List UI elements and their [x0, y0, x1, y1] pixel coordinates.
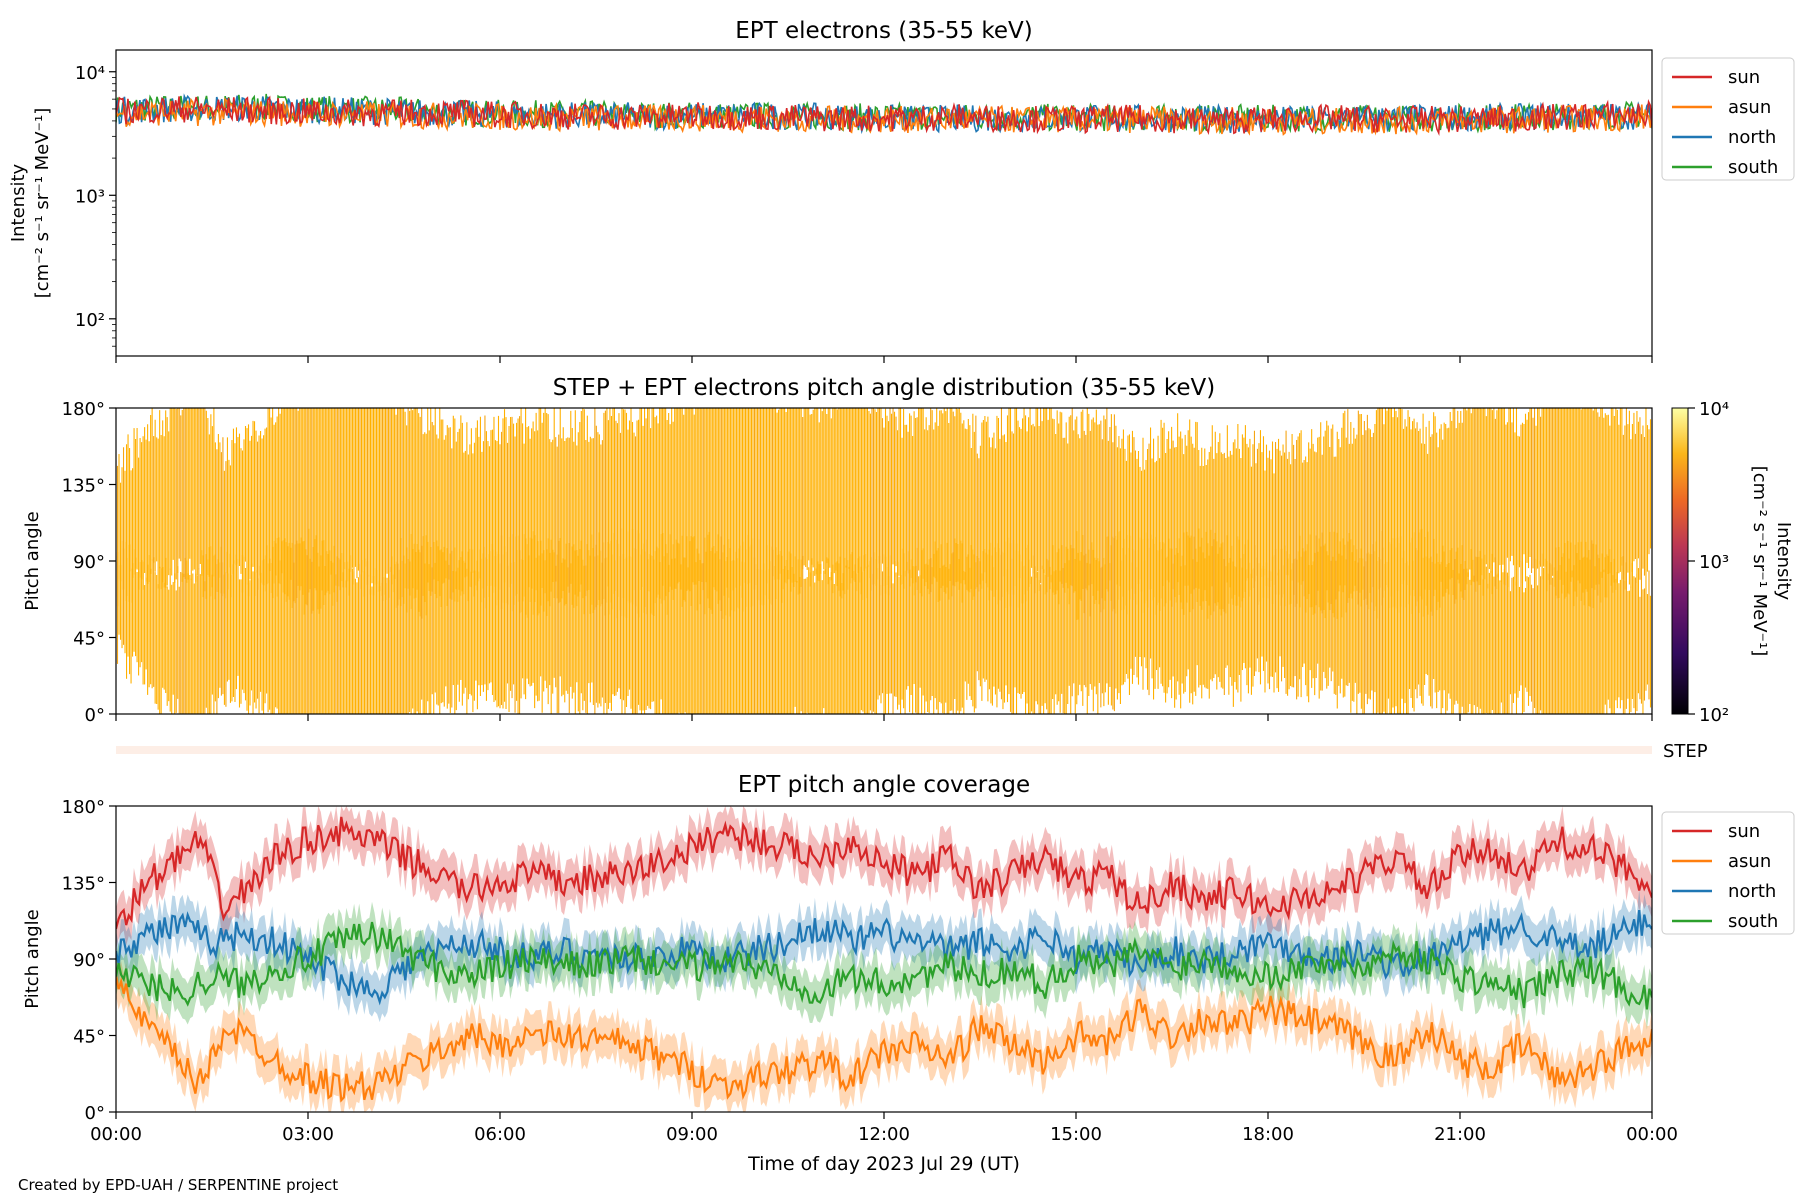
coverage-xtick-label-4: 12:00: [858, 1124, 910, 1145]
coverage-axes-frame: [115, 805, 1653, 1113]
intensity-ytick-label-1: 10³: [75, 186, 105, 207]
coverage-ytick-label-4: 180°: [62, 797, 105, 818]
step-strip: [116, 746, 1652, 754]
pad-title: STEP + EPT electrons pitch angle distrib…: [553, 375, 1215, 401]
intensity-legend-label-sun: sun: [1728, 67, 1760, 88]
coverage-legend-label-asun: asun: [1728, 851, 1771, 872]
coverage-ylabel: Pitch angle: [22, 909, 43, 1008]
intensity-legend-label-asun: asun: [1728, 97, 1771, 118]
coverage-ytick-label-2: 90°: [73, 950, 105, 971]
coverage-band-sun: [116, 806, 1652, 950]
pad-x-ticks: [115, 714, 1653, 721]
coverage-xtick-label-8: 00:00: [1626, 1124, 1678, 1145]
intensity-series-group: [116, 93, 1652, 137]
coverage-xtick-label-3: 09:00: [666, 1124, 718, 1145]
colorbar-tick-label-0: 10²: [1699, 705, 1729, 726]
intensity-title: EPT electrons (35-55 keV): [735, 18, 1032, 44]
credit-footer: Created by EPD-UAH / SERPENTINE project: [18, 1176, 339, 1194]
step-label: STEP: [1663, 741, 1708, 762]
coverage-xtick-label-2: 06:00: [474, 1124, 526, 1145]
coverage-x-ticks: 00:00 03:00 06:00 09:00 12:00 15:00 18:00 21:00…: [90, 1112, 1678, 1145]
intensity-legend: sun asun north south: [1661, 57, 1795, 181]
intensity-y-ticks: 10² 10³ 10⁴: [75, 63, 116, 347]
coverage-title: EPT pitch angle coverage: [738, 772, 1030, 798]
colorbar-ticks: 10² 10³ 10⁴: [1688, 399, 1729, 726]
coverage-xtick-label-1: 03:00: [282, 1124, 334, 1145]
pad-heatmap: [116, 408, 1652, 714]
intensity-legend-label-north: north: [1728, 127, 1776, 148]
coverage-y-ticks: 0° 45° 90° 135° 180°: [62, 797, 116, 1124]
pad-ylabel: Pitch angle: [22, 511, 43, 610]
pad-y-ticks: 0° 45° 90° 135° 180°: [62, 399, 116, 726]
pad-ytick-label-0: 0°: [85, 705, 105, 726]
intensity-ylabel-line1: Intensity: [8, 163, 29, 242]
coverage-xtick-label-6: 18:00: [1242, 1124, 1294, 1145]
intensity-panel: EPT electrons (35-55 keV) Intensity [cm⁻…: [8, 18, 1795, 363]
intensity-ylabel-line2: [cm⁻² s⁻¹ sr⁻¹ MeV⁻¹]: [32, 108, 53, 299]
intensity-axes-frame: [115, 49, 1653, 357]
coverage-band-asun: [116, 955, 1652, 1112]
coverage-xtick-label-7: 21:00: [1434, 1124, 1486, 1145]
colorbar-label-line1: Intensity: [1773, 522, 1794, 601]
coverage-legend-frame: [1661, 811, 1795, 935]
colorbar-tick-label-1: 10³: [1699, 552, 1729, 573]
pad-panel: STEP + EPT electrons pitch angle distrib…: [22, 375, 1794, 762]
coverage-legend: sun asun north south: [1661, 811, 1795, 935]
coverage-line-south: [116, 921, 1652, 1010]
pad-ytick-label-1: 45°: [73, 629, 105, 650]
coverage-panel: EPT pitch angle coverage Pitch angle 0° 4…: [22, 772, 1795, 1175]
coverage-ytick-label-0: 0°: [85, 1103, 105, 1124]
coverage-line-north: [116, 909, 1652, 1006]
coverage-band-north: [116, 889, 1652, 1023]
colorbar: [1671, 407, 1689, 715]
intensity-legend-label-south: south: [1728, 157, 1778, 178]
coverage-ytick-label-3: 135°: [62, 874, 105, 895]
intensity-ytick-label-0: 10²: [75, 310, 105, 331]
coverage-xtick-label-5: 15:00: [1050, 1124, 1102, 1145]
pad-ytick-label-4: 180°: [62, 399, 105, 420]
intensity-legend-frame: [1661, 57, 1795, 181]
coverage-legend-label-north: north: [1728, 881, 1776, 902]
pad-ytick-label-2: 90°: [73, 552, 105, 573]
coverage-line-sun: [116, 816, 1652, 930]
coverage-legend-label-south: south: [1728, 911, 1778, 932]
intensity-x-ticks: [115, 356, 1653, 363]
coverage-series-group: [116, 816, 1652, 1103]
intensity-ytick-label-2: 10⁴: [75, 63, 105, 84]
intensity-line-sun: [116, 95, 1652, 137]
coverage-ytick-label-1: 45°: [73, 1027, 105, 1048]
coverage-line-asun: [116, 975, 1652, 1103]
pad-axes-frame: [115, 407, 1653, 715]
coverage-xlabel: Time of day 2023 Jul 29 (UT): [747, 1153, 1020, 1175]
coverage-xtick-label-0: 00:00: [90, 1124, 142, 1145]
pad-ytick-label-3: 135°: [62, 476, 105, 497]
colorbar-label-line2: [cm⁻² s⁻¹ sr⁻¹ MeV⁻¹]: [1749, 466, 1770, 657]
coverage-legend-label-sun: sun: [1728, 821, 1760, 842]
colorbar-tick-label-2: 10⁴: [1699, 399, 1729, 420]
